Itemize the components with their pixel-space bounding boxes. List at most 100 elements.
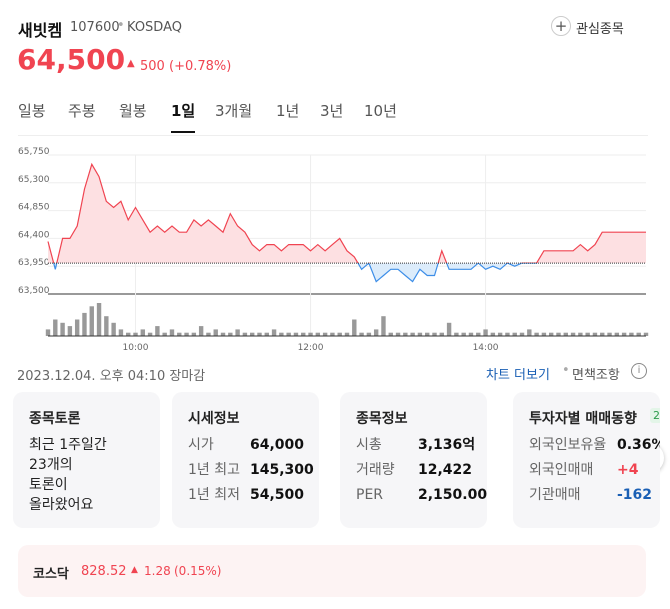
stock-code: 107600 <box>70 20 120 35</box>
row-value: 12,422 <box>418 462 473 478</box>
volume-bar <box>461 332 466 336</box>
tab[interactable]: 1일 <box>171 102 196 120</box>
volume-bar <box>548 332 554 336</box>
volume-bar <box>483 329 488 336</box>
disclaimer[interactable]: 면책조항 <box>572 368 620 383</box>
volume-bar <box>425 332 430 336</box>
row-value: 3,136억 <box>418 437 476 453</box>
volume-bar <box>446 322 452 336</box>
tab[interactable]: 주봉 <box>68 102 96 120</box>
card-row: PER 2,150.00배 <box>356 484 487 504</box>
volume-bar <box>53 319 58 336</box>
info-card[interactable]: 시세정보 시가 64,000 1년 최고 145,300 1년 최저 54,500 <box>172 392 319 528</box>
volume-bar <box>621 332 627 336</box>
volume-bar <box>126 332 131 336</box>
volume-bar <box>570 332 576 336</box>
row-key: PER <box>356 487 384 503</box>
row-value: 64,000 <box>250 437 305 453</box>
volume-bar <box>67 326 73 336</box>
row-key: 1년 최고 <box>188 462 240 478</box>
price-change-pct: (+0.78%) <box>169 59 232 74</box>
volume-bar <box>381 316 386 336</box>
volume-bar <box>592 332 598 336</box>
row-key: 시총 <box>356 437 382 453</box>
volume-bar <box>505 332 510 336</box>
info-icon[interactable]: i <box>631 363 647 379</box>
card-title: 종목정보 <box>356 411 408 427</box>
card-row: 시가 64,000 <box>188 434 304 454</box>
volume-bar <box>162 332 167 336</box>
x-tick-label: 12:00 <box>298 343 324 353</box>
market: KOSDAQ <box>127 20 182 35</box>
card-text: 23개의 <box>29 457 73 473</box>
dot: • <box>117 18 125 33</box>
index-change: 1.28 <box>144 564 171 578</box>
volume-bar <box>264 332 269 336</box>
volume-bar <box>249 332 255 336</box>
volume-bar <box>636 332 641 336</box>
volume-bar <box>191 332 197 336</box>
volume-bar <box>257 332 262 336</box>
volume-bar <box>169 329 175 336</box>
row-key: 기관매매 <box>529 487 581 503</box>
volume-bar <box>578 332 583 336</box>
volume-bar <box>490 332 496 336</box>
card-row: 시총 3,136억 <box>356 434 475 454</box>
volume-bar <box>585 332 590 336</box>
volume-bar <box>315 332 321 336</box>
volume-bar <box>147 332 153 336</box>
tab[interactable]: 10년 <box>364 102 397 120</box>
dot: • <box>562 363 570 378</box>
volume-bar <box>395 332 401 336</box>
y-tick-label: 65,750 <box>18 147 50 157</box>
add-icon[interactable]: + <box>551 16 571 36</box>
card-row: 외국인매매 +4 <box>529 459 638 479</box>
y-tick-label: 63,500 <box>18 286 50 296</box>
volume-bar <box>388 332 393 336</box>
volume-bar <box>322 332 328 336</box>
row-value: 54,500 <box>250 487 305 503</box>
card-row: 1년 최저 54,500 <box>188 484 304 504</box>
tab[interactable]: 월봉 <box>119 102 147 120</box>
x-tick-label: 10:00 <box>123 343 149 353</box>
x-tick-label: 14:00 <box>473 343 499 353</box>
volume-bar <box>359 332 364 336</box>
card-text: 최근 1주일간 <box>29 437 107 453</box>
volume-bar <box>519 332 525 336</box>
volume-bar <box>330 332 335 336</box>
info-card[interactable]: 종목토론 최근 1주일간 23개의 토론이 올라왔어요 <box>13 392 160 528</box>
index-box <box>18 545 646 597</box>
volume-bar <box>74 319 80 336</box>
info-card[interactable]: 투자자별 매매동향 23. 외국인보유율 0.36% 외국인매매 +4 기관매매 -162 <box>513 392 660 528</box>
tab-underline <box>171 131 195 133</box>
volume-bar <box>228 332 233 336</box>
volume-bar <box>140 329 146 336</box>
volume-bar <box>301 332 306 336</box>
chart-more[interactable]: 차트 더보기 <box>486 368 550 383</box>
badge: 23. <box>650 408 660 423</box>
chart: 65,750 65,300 64,850 64,400 63,950 63,500 10:0… <box>18 147 649 353</box>
tab[interactable]: 3년 <box>320 102 344 120</box>
y-tick-label: 64,850 <box>18 203 50 213</box>
divider <box>18 135 648 136</box>
card-text: 올라왔어요 <box>29 497 94 513</box>
volume-bar <box>614 332 620 336</box>
index-pct: (0.15%) <box>174 564 222 578</box>
y-tick-label: 63,950 <box>18 258 50 268</box>
up-arrow: ▲ <box>127 58 135 69</box>
card-title: 시세정보 <box>188 411 240 427</box>
watch-button[interactable]: 관심종목 <box>576 22 624 37</box>
up-arrow: ▲ <box>131 565 138 575</box>
tab[interactable]: 3개월 <box>215 102 253 120</box>
volume-bar <box>235 329 240 336</box>
tab[interactable]: 1년 <box>276 102 300 120</box>
tab[interactable]: 일봉 <box>18 102 46 120</box>
volume-bar <box>111 322 116 336</box>
volume-bar <box>344 332 350 336</box>
volume-bar <box>104 316 109 336</box>
volume-bar <box>279 332 284 336</box>
volume-bar <box>133 332 138 336</box>
volume-bar <box>213 329 218 336</box>
volume-bar <box>643 332 649 336</box>
